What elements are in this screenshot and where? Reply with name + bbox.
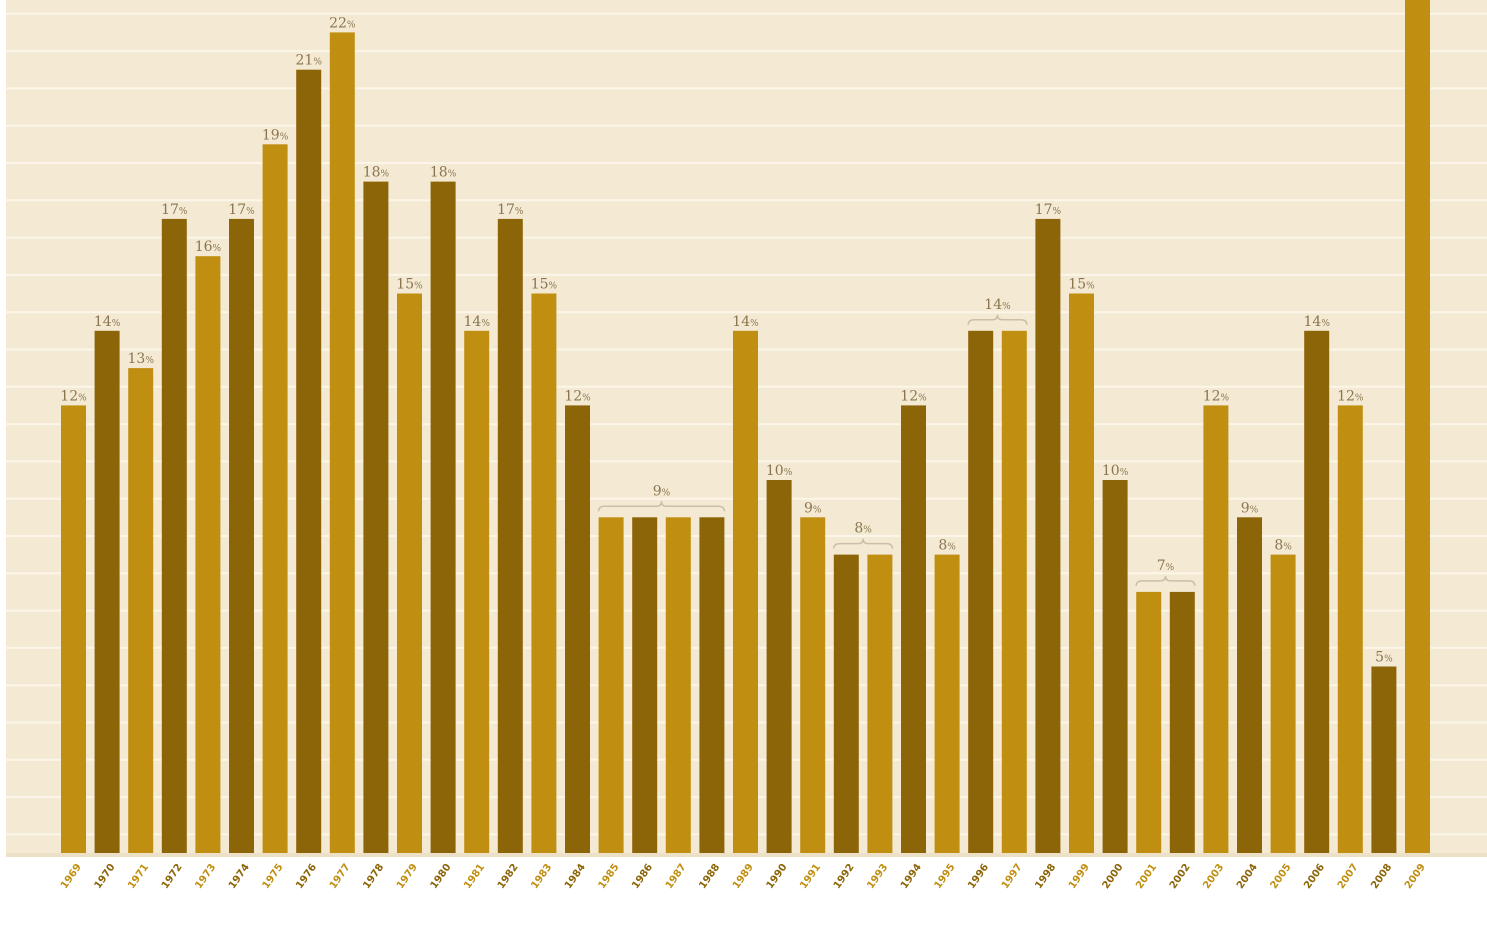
- x-label-1992: 1992: [832, 862, 857, 891]
- bar-1969: [61, 405, 86, 853]
- bar-1993: [867, 554, 893, 853]
- x-label-1970: 1970: [93, 862, 118, 891]
- x-label-1985: 1985: [597, 862, 622, 891]
- bar-1981: [464, 330, 490, 853]
- x-label-1971: 1971: [126, 862, 151, 891]
- bar-1992: [833, 554, 859, 853]
- x-label-1979: 1979: [395, 862, 420, 891]
- x-label-1981: 1981: [462, 862, 487, 891]
- bar-1999: [1069, 293, 1094, 853]
- x-label-2007: 2007: [1336, 862, 1361, 891]
- bar-1978: [363, 181, 389, 854]
- x-label-1993: 1993: [865, 862, 890, 891]
- bar-1973: [195, 256, 221, 853]
- x-label-1977: 1977: [328, 862, 353, 891]
- bar-1970: [94, 330, 120, 853]
- bar-1984: [565, 405, 590, 853]
- value-labels: 12%14%13%17%16%17%19%21%22%18%15%18%14%1…: [60, 15, 1393, 665]
- group-braces: [597, 314, 1196, 586]
- x-label-1974: 1974: [227, 862, 252, 891]
- x-label-1969: 1969: [59, 862, 84, 891]
- bar-2005: [1270, 554, 1296, 853]
- baseline: [6, 853, 1487, 857]
- bar-2003: [1203, 405, 1229, 853]
- x-label-2001: 2001: [1134, 862, 1159, 891]
- bar-2000: [1102, 480, 1128, 853]
- x-label-2005: 2005: [1269, 862, 1294, 891]
- x-label-2002: 2002: [1168, 862, 1193, 891]
- x-label-1976: 1976: [294, 862, 319, 891]
- x-label-1989: 1989: [731, 862, 756, 891]
- bar-1990: [766, 480, 792, 853]
- bar-1986: [632, 517, 658, 853]
- brace-2001-2002: [1135, 575, 1196, 586]
- x-label-1975: 1975: [261, 862, 286, 891]
- bar-1980: [430, 181, 456, 854]
- bar-2001: [1136, 591, 1162, 853]
- bar-2007: [1337, 405, 1363, 853]
- bar-1998: [1035, 218, 1061, 853]
- bar-1974: [229, 218, 254, 853]
- x-axis-labels: 1969 1970 1971 1972 1973 1974 1975 1976 1977 1978…: [59, 862, 1428, 891]
- bar-1989: [733, 330, 758, 853]
- x-label-1991: 1991: [798, 862, 823, 891]
- bar-2006: [1304, 330, 1330, 853]
- x-label-1997: 1997: [1000, 862, 1025, 891]
- x-label-1986: 1986: [630, 862, 655, 891]
- x-label-1995: 1995: [933, 862, 958, 891]
- x-label-2000: 2000: [1101, 862, 1126, 891]
- bar-1976: [296, 69, 322, 853]
- brace-1985-1988: [597, 501, 726, 512]
- x-label-2003: 2003: [1201, 862, 1226, 891]
- brace-1992-1993: [833, 538, 894, 549]
- x-label-1988: 1988: [697, 862, 722, 891]
- x-label-1972: 1972: [160, 862, 185, 891]
- x-label-1978: 1978: [361, 862, 386, 891]
- x-label-2009: 2009: [1403, 862, 1428, 891]
- bar-2009: [1405, 0, 1430, 853]
- x-label-1994: 1994: [899, 862, 924, 891]
- brace-1996-1997: [967, 314, 1028, 325]
- bar-1988: [699, 517, 725, 853]
- bar-1985: [598, 517, 624, 853]
- x-label-1990: 1990: [765, 862, 790, 891]
- x-label-1980: 1980: [429, 862, 454, 891]
- bar-2004: [1237, 517, 1262, 853]
- x-label-1983: 1983: [529, 862, 554, 891]
- bar-1971: [128, 368, 154, 853]
- bar-2008: [1371, 666, 1397, 853]
- x-label-2004: 2004: [1235, 862, 1260, 891]
- bar-1987: [665, 517, 691, 853]
- x-label-1982: 1982: [496, 862, 521, 891]
- x-label-1996: 1996: [966, 862, 991, 891]
- bar-1997: [1001, 330, 1027, 853]
- x-label-1999: 1999: [1067, 862, 1092, 891]
- bar-1995: [934, 554, 960, 853]
- x-label-1973: 1973: [193, 862, 218, 891]
- bars: [61, 0, 1430, 854]
- x-label-2008: 2008: [1369, 862, 1394, 891]
- x-label-1998: 1998: [1033, 862, 1058, 891]
- x-label-1984: 1984: [563, 862, 588, 891]
- bar-1972: [161, 218, 187, 853]
- bar-1983: [531, 293, 557, 853]
- x-label-2006: 2006: [1302, 862, 1327, 891]
- x-label-1987: 1987: [664, 862, 689, 891]
- bar-1982: [497, 218, 523, 853]
- bar-1991: [800, 517, 826, 853]
- bar-2002: [1169, 591, 1195, 853]
- bar-1994: [901, 405, 926, 853]
- bar-1975: [262, 144, 288, 854]
- bar-1996: [968, 330, 994, 853]
- bar-1977: [329, 32, 355, 853]
- bar-1979: [397, 293, 422, 853]
